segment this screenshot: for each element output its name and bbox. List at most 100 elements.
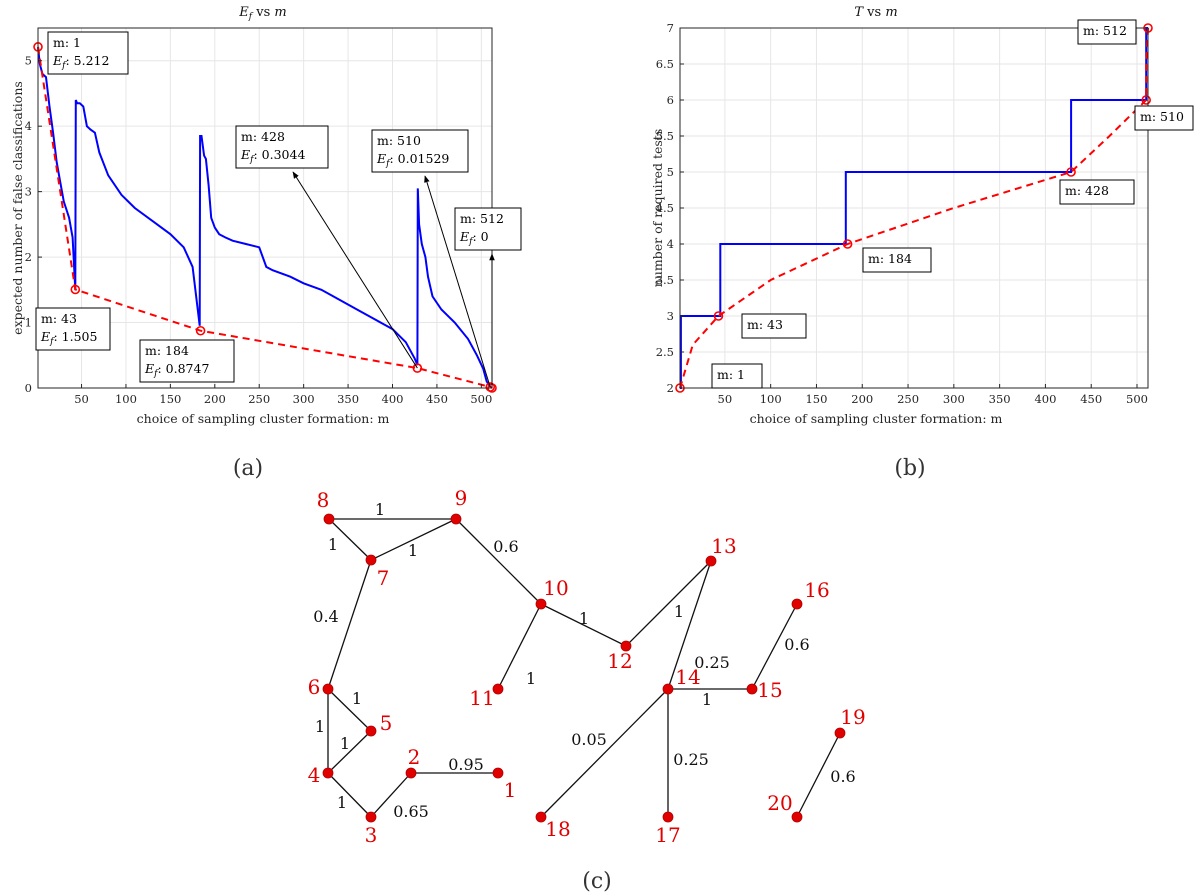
x-tick-label: 400 bbox=[382, 392, 404, 406]
graph-edge bbox=[541, 689, 668, 817]
edge-weight-label: 1 bbox=[674, 602, 684, 621]
chart-a: Ef vs m 50 100 150 200 250 300 350 400 450 500 0 1 2… bbox=[10, 5, 521, 481]
datatip: m: 184 Ef: 0.8747 bbox=[140, 340, 234, 382]
y-tick-label: 5 bbox=[25, 54, 32, 68]
x-tick-label: 200 bbox=[851, 392, 873, 406]
graph-edge bbox=[456, 519, 541, 604]
graph-node bbox=[366, 726, 376, 736]
node-label: 11 bbox=[469, 686, 494, 710]
edge-weight-label: 1 bbox=[315, 717, 325, 736]
datatip: m: 428 bbox=[1060, 180, 1134, 204]
node-label: 16 bbox=[804, 578, 829, 602]
edge-weight-label: 0.6 bbox=[830, 767, 855, 786]
x-tick-label: 450 bbox=[1080, 392, 1102, 406]
edge-weight-label: 1 bbox=[375, 500, 385, 519]
edge-weight-label: 0.6 bbox=[493, 537, 518, 556]
datatip-m: m: 428 bbox=[1065, 183, 1109, 198]
graph-node bbox=[536, 599, 546, 609]
node-label: 17 bbox=[655, 823, 680, 847]
chart-a-xlabel: choice of sampling cluster formation: m bbox=[137, 411, 390, 426]
x-tick-label: 350 bbox=[989, 392, 1011, 406]
chart-b-title: T vs m bbox=[854, 5, 897, 20]
graph-c: 11 1 0.60.4 1110.2510.60.050.250.61111 0.650… bbox=[308, 486, 866, 894]
datatip-m: m: 428 bbox=[241, 129, 285, 144]
datatip-m: m: 510 bbox=[1140, 109, 1184, 124]
datatip-m: m: 184 bbox=[868, 251, 912, 266]
graph-edge bbox=[328, 773, 371, 817]
datatip-m: m: 512 bbox=[1083, 23, 1127, 38]
graph-node bbox=[366, 812, 376, 822]
node-label: 3 bbox=[365, 823, 378, 847]
panel-label-b: (b) bbox=[894, 456, 925, 481]
graph-node bbox=[366, 555, 376, 565]
chart-a-ylabel: expected number of false classifications bbox=[10, 81, 25, 335]
node-label: 9 bbox=[455, 486, 468, 510]
graph-node bbox=[663, 812, 673, 822]
y-tick-label: 6 bbox=[667, 93, 674, 107]
x-tick-label: 450 bbox=[426, 392, 448, 406]
graph-node bbox=[792, 599, 802, 609]
chart-b-ylabel: number of required tests bbox=[650, 129, 665, 287]
y-tick-label: 4 bbox=[25, 119, 32, 133]
datatip-m: m: 1 bbox=[717, 367, 745, 382]
node-label: 20 bbox=[767, 791, 792, 815]
datatip: m: 43Ef: 1.505 bbox=[36, 308, 110, 350]
graph-node bbox=[747, 684, 757, 694]
x-tick-label: 350 bbox=[337, 392, 359, 406]
x-tick-label: 250 bbox=[248, 392, 270, 406]
datatip: m: 184 bbox=[863, 248, 931, 272]
graph-node bbox=[493, 768, 503, 778]
node-label: 12 bbox=[607, 649, 632, 673]
node-label: 4 bbox=[308, 763, 321, 787]
node-label: 8 bbox=[317, 488, 330, 512]
graph-edge bbox=[626, 561, 711, 646]
node-label: 2 bbox=[408, 745, 421, 769]
y-tick-label: 0 bbox=[25, 381, 32, 395]
graph-node bbox=[663, 684, 673, 694]
datatip: m: 510 bbox=[1135, 106, 1193, 130]
x-tick-label: 500 bbox=[1126, 392, 1148, 406]
x-tick-label: 400 bbox=[1034, 392, 1056, 406]
x-tick-label: 100 bbox=[115, 392, 137, 406]
y-tick-label: 7 bbox=[667, 21, 674, 35]
node-label: 6 bbox=[308, 675, 321, 699]
edge-weight-label: 0.05 bbox=[571, 730, 607, 749]
graph-node bbox=[792, 812, 802, 822]
node-label: 1 bbox=[504, 778, 517, 802]
x-tick-label: 200 bbox=[204, 392, 226, 406]
datatip-m: m: 184 bbox=[145, 343, 189, 358]
x-tick-label: 50 bbox=[74, 392, 89, 406]
edge-weight-label: 0.6 bbox=[784, 635, 809, 654]
panel-label-a: (a) bbox=[233, 456, 263, 481]
x-tick-label: 250 bbox=[897, 392, 919, 406]
datatip-m: m: 1 bbox=[53, 35, 81, 50]
node-label: 7 bbox=[377, 566, 390, 590]
graph-node bbox=[323, 684, 333, 694]
chart-b: T vs m 50 100 150 200 250 300 350 400 450 50022.5… bbox=[650, 5, 1193, 481]
x-tick-label: 300 bbox=[293, 392, 315, 406]
y-tick-label: 6.5 bbox=[656, 57, 674, 71]
x-tick-label: 100 bbox=[760, 392, 782, 406]
datatip-m: m: 510 bbox=[377, 133, 421, 148]
graph-node bbox=[323, 768, 333, 778]
y-tick-label: 3 bbox=[667, 309, 674, 323]
x-tick-label: 150 bbox=[805, 392, 827, 406]
node-label: 19 bbox=[840, 705, 865, 729]
x-tick-label: 500 bbox=[470, 392, 492, 406]
edge-weight-label: 1 bbox=[526, 669, 536, 688]
edge-weight-label: 0.25 bbox=[673, 750, 709, 769]
x-tick-label: 300 bbox=[943, 392, 965, 406]
datatip-m: m: 512 bbox=[460, 211, 504, 226]
edge-weight-label: 1 bbox=[328, 535, 338, 554]
datatip-m: m: 43 bbox=[41, 311, 77, 326]
datatip: m: 512 bbox=[1078, 20, 1136, 44]
graph-edge bbox=[328, 689, 371, 731]
graph-node bbox=[451, 514, 461, 524]
node-label: 14 bbox=[675, 665, 700, 689]
node-label: 15 bbox=[757, 678, 782, 702]
chart-b-xlabel: choice of sampling cluster formation: m bbox=[750, 411, 1003, 426]
datatip: m: 43 bbox=[742, 314, 806, 338]
edge-weight-label: 1 bbox=[408, 541, 418, 560]
x-tick-label: 150 bbox=[159, 392, 181, 406]
